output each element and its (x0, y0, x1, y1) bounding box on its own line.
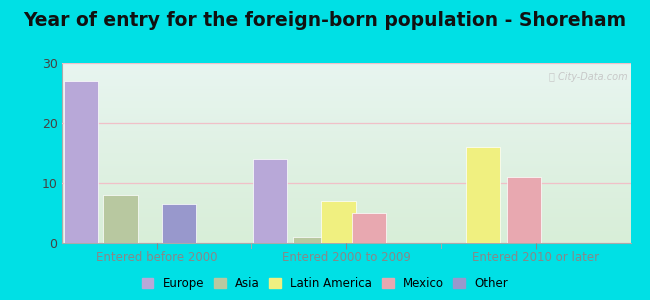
Bar (293, 237, 327, 243)
Bar (64, 81, 98, 243)
Bar (162, 204, 196, 243)
Legend: Europe, Asia, Latin America, Mexico, Other: Europe, Asia, Latin America, Mexico, Oth… (139, 275, 511, 292)
Bar (507, 177, 541, 243)
Bar (254, 159, 287, 243)
Bar (352, 213, 386, 243)
Bar (465, 147, 500, 243)
Text: Year of entry for the foreign-born population - Shoreham: Year of entry for the foreign-born popul… (23, 11, 627, 29)
Bar (322, 201, 356, 243)
Bar (103, 195, 138, 243)
Text: ⓘ City-Data.com: ⓘ City-Data.com (549, 72, 628, 82)
